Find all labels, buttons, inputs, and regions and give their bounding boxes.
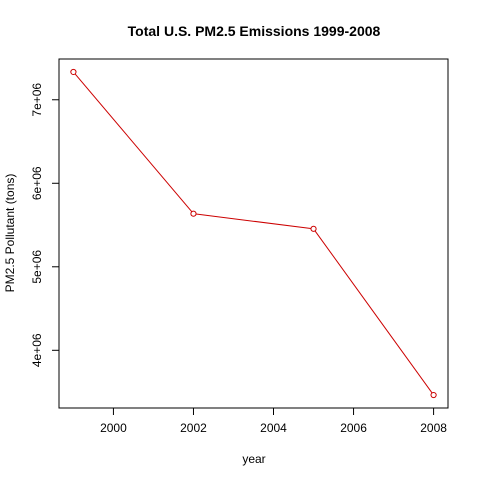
chart-title: Total U.S. PM2.5 Emissions 1999-2008 (128, 23, 381, 39)
y-tick-label: 7e+06 (30, 83, 44, 117)
x-tick-label: 2006 (340, 421, 367, 435)
x-axis-label: year (242, 452, 265, 466)
data-point (430, 391, 437, 399)
data-point (70, 68, 77, 76)
x-tick-label: 2000 (100, 421, 127, 435)
y-tick-label: 5e+06 (30, 250, 44, 284)
series-layer (70, 68, 437, 399)
x-tick-label: 2004 (260, 421, 287, 435)
data-point (310, 225, 317, 232)
data-point (190, 210, 197, 217)
x-axis: 2000 2002 2004 2006 2008 (100, 408, 447, 435)
series-line-segment (314, 230, 433, 394)
x-tick-label: 2002 (180, 421, 207, 435)
series-line-segment (74, 73, 193, 213)
plot-frame (58, 58, 449, 409)
y-axis-label: PM2.5 Pollutant (tons) (3, 174, 17, 293)
y-tick-label: 6e+06 (30, 166, 44, 200)
y-axis: 4e+06 5e+06 6e+06 7e+06 (30, 83, 59, 367)
series-line-segment (195, 213, 312, 229)
x-tick-label: 2008 (420, 421, 447, 435)
y-tick-label: 4e+06 (30, 333, 44, 367)
